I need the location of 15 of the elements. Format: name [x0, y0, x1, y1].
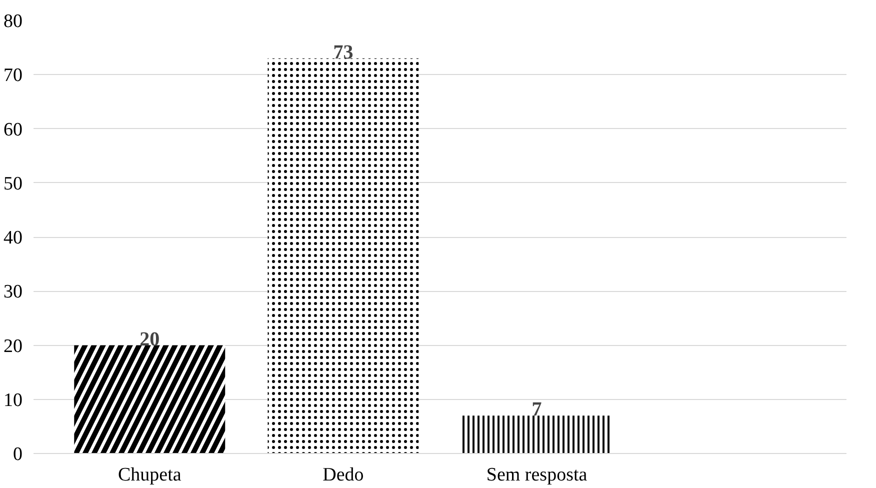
data-label: 7: [532, 398, 542, 421]
y-tick-label: 70: [4, 65, 22, 86]
data-label: 73: [333, 41, 354, 64]
y-tick-label: 10: [4, 390, 22, 411]
y-tick-label: 50: [4, 173, 22, 194]
data-label: 20: [140, 328, 160, 350]
y-tick-label: 60: [4, 119, 22, 140]
y-tick-label: 20: [4, 336, 22, 357]
x-tick-label: Chupeta: [118, 464, 182, 486]
y-tick-label: 0: [13, 444, 22, 465]
x-tick-label: Dedo: [322, 464, 364, 486]
x-tick-label: Sem resposta: [486, 464, 588, 486]
y-tick-label: 80: [4, 11, 22, 32]
y-tick-label: 30: [4, 282, 22, 303]
y-tick-label: 40: [4, 228, 22, 248]
